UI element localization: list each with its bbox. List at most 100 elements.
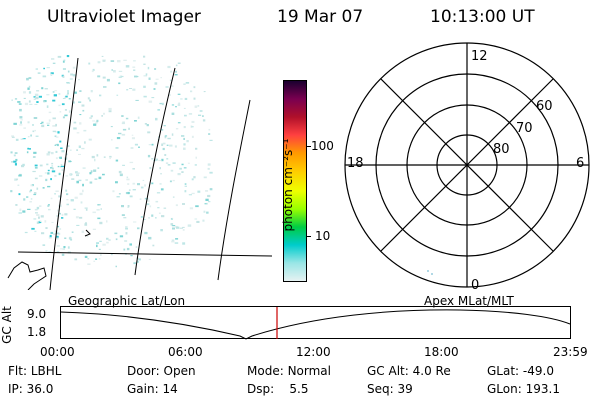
emission-pixel — [126, 247, 130, 251]
emission-pixel — [45, 227, 48, 229]
emission-pixel — [181, 135, 185, 137]
emission-pixel — [147, 199, 150, 202]
emission-pixel — [128, 127, 130, 130]
emission-pixel — [167, 164, 171, 166]
emission-pixel — [28, 91, 32, 94]
emission-pixel — [115, 238, 118, 241]
emission-pixel — [83, 129, 87, 132]
emission-pixel — [172, 196, 175, 198]
emission-pixel — [191, 192, 195, 195]
emission-pixel — [18, 103, 22, 105]
emission-pixel — [115, 159, 119, 162]
emission-pixel — [59, 166, 62, 168]
emission-pixel — [111, 139, 113, 141]
emission-pixel — [27, 147, 29, 150]
emission-pixel — [66, 82, 71, 84]
emission-pixel — [44, 88, 48, 90]
emission-pixel — [123, 59, 127, 61]
emission-pixel — [117, 60, 121, 63]
emission-pixel — [205, 198, 209, 201]
emission-pixel — [197, 190, 201, 193]
emission-pixel — [154, 82, 158, 85]
emission-pixel — [32, 130, 35, 133]
emission-pixel — [188, 194, 192, 196]
emission-pixel — [168, 94, 171, 96]
emission-pixel — [30, 198, 33, 200]
emission-pixel — [57, 55, 62, 58]
emission-pixel — [121, 214, 125, 216]
emission-pixel — [146, 124, 149, 127]
emission-pixel — [97, 217, 101, 220]
emission-pixel — [63, 246, 66, 249]
emission-pixel — [164, 135, 167, 139]
emission-pixel — [27, 87, 30, 90]
emission-pixel — [70, 199, 74, 202]
emission-pixel — [127, 191, 130, 195]
emission-pixel — [19, 108, 22, 112]
emission-pixel — [33, 193, 37, 196]
emission-pixel — [163, 125, 166, 127]
emission-pixel — [162, 142, 166, 145]
emission-pixel — [79, 114, 82, 116]
emission-pixel — [72, 101, 75, 104]
emission-pixel — [30, 134, 32, 137]
emission-pixel — [183, 147, 186, 150]
emission-pixel — [172, 227, 175, 230]
emission-pixel — [134, 75, 138, 78]
emission-pixel — [61, 150, 65, 153]
emission-pixel — [155, 78, 159, 80]
emission-pixel — [161, 102, 164, 106]
emission-pixel — [36, 187, 39, 190]
emission-pixel — [121, 133, 126, 136]
time-tick-2359: 23:59 — [553, 345, 588, 359]
emission-pixel — [183, 107, 186, 109]
emission-pixel — [20, 121, 22, 124]
emission-pixel — [12, 136, 15, 138]
emission-pixel — [57, 143, 59, 147]
emission-pixel — [167, 65, 171, 69]
emission-pixel — [89, 181, 93, 184]
emission-pixel — [122, 128, 127, 131]
emission-pixel — [66, 203, 69, 206]
emission-pixel — [145, 73, 148, 76]
status-glon: GLon: 193.1 — [487, 382, 560, 396]
emission-pixel — [38, 95, 42, 98]
emission-pixel — [63, 59, 66, 62]
emission-pixel — [42, 75, 47, 78]
emission-pixel — [148, 258, 151, 260]
emission-pixel — [205, 190, 209, 192]
emission-pixel — [187, 224, 192, 227]
emission-pixel — [56, 215, 60, 217]
emission-pixel — [14, 152, 18, 154]
longitude-line — [49, 57, 79, 290]
emission-pixel — [151, 143, 154, 146]
emission-pixel — [126, 176, 129, 179]
emission-pixel — [166, 144, 169, 146]
emission-pixel — [52, 125, 56, 127]
emission-pixel — [153, 88, 156, 90]
emission-pixel — [78, 79, 80, 81]
emission-pixel — [99, 94, 102, 97]
emission-pixel — [137, 116, 140, 119]
emission-pixel — [62, 248, 65, 250]
emission-pixel — [19, 208, 22, 212]
emission-pixel — [52, 167, 54, 170]
emission-pixel — [98, 258, 101, 260]
emission-pixel — [50, 74, 54, 76]
emission-pixel — [132, 168, 135, 170]
emission-pixel — [48, 119, 51, 122]
emission-pixel — [40, 123, 43, 124]
emission-pixel — [80, 201, 83, 204]
longitude-line — [134, 67, 176, 276]
emission-pixel — [129, 88, 132, 89]
emission-pixel — [51, 165, 54, 167]
emission-pixel — [41, 124, 45, 128]
emission-pixel — [58, 172, 61, 176]
emission-pixel — [129, 161, 134, 164]
status-gain: Gain: 14 — [127, 382, 178, 396]
emission-pixel — [96, 244, 98, 248]
emission-pixel — [207, 167, 210, 170]
emission-pixel — [110, 253, 113, 256]
emission-pixel — [144, 197, 149, 200]
status-seq: Seq: 39 — [367, 382, 413, 396]
